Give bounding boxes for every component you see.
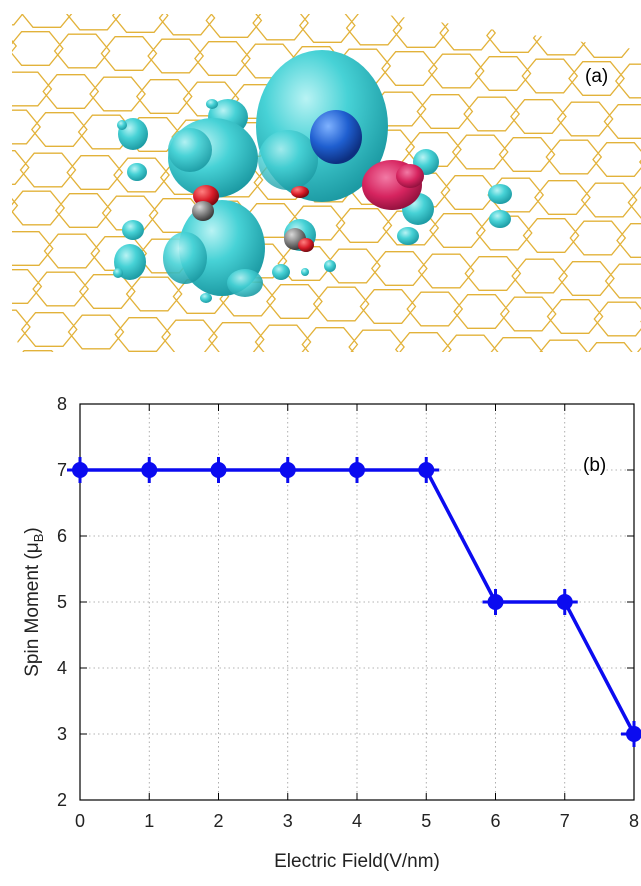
x-tick-label: 6 (490, 811, 500, 831)
data-point (72, 462, 88, 478)
data-point (626, 726, 641, 742)
x-tick-label: 7 (560, 811, 570, 831)
y-tick-label: 8 (57, 394, 67, 414)
data-series (67, 457, 641, 747)
spin-density-illustration: (a) (0, 0, 641, 360)
data-point (418, 462, 435, 478)
y-tick-label: 5 (57, 592, 67, 612)
panel-b-label: (b) (583, 455, 606, 476)
data-point (349, 462, 365, 478)
y-axis-label-sub: B (31, 534, 46, 543)
x-tick-label: 4 (352, 811, 362, 831)
spin-moment-chart: 0 1 2 3 4 5 6 7 8 2 3 4 5 6 7 8 (b) Electric Field(V/nm… (0, 372, 641, 881)
y-axis-label-close: ) (22, 527, 43, 533)
axis-ticks: 0 1 2 3 4 5 6 7 8 2 3 4 5 6 7 8 (57, 394, 639, 831)
data-point (487, 594, 504, 610)
lattice-bonds (12, 14, 641, 352)
data-point (279, 462, 296, 478)
isosurface-lobes (113, 50, 512, 303)
y-tick-label: 4 (57, 658, 67, 678)
x-tick-label: 1 (144, 811, 154, 831)
data-point (141, 462, 158, 478)
graphene-lattice (12, 14, 641, 352)
y-tick-label: 3 (57, 724, 67, 744)
panel-a-label: (a) (585, 66, 608, 87)
y-tick-label: 2 (57, 790, 67, 810)
chart-svg: 0 1 2 3 4 5 6 7 8 2 3 4 5 6 7 8 (b) Electric Field(V/nm… (22, 394, 641, 872)
y-axis-label: Spin Moment (μB) (22, 527, 46, 677)
y-tick-label: 7 (57, 460, 67, 480)
data-point (556, 594, 573, 610)
y-tick-label: 6 (57, 526, 67, 546)
x-axis-label: Electric Field(V/nm) (274, 851, 440, 872)
isosurface-figure: (a) (12, 14, 641, 352)
data-point (210, 462, 227, 478)
x-tick-label: 0 (75, 811, 85, 831)
x-tick-label: 8 (629, 811, 639, 831)
x-tick-label: 5 (421, 811, 431, 831)
x-tick-label: 2 (213, 811, 223, 831)
y-axis-label-main: Spin Moment (μ (22, 542, 43, 677)
x-tick-label: 3 (283, 811, 293, 831)
